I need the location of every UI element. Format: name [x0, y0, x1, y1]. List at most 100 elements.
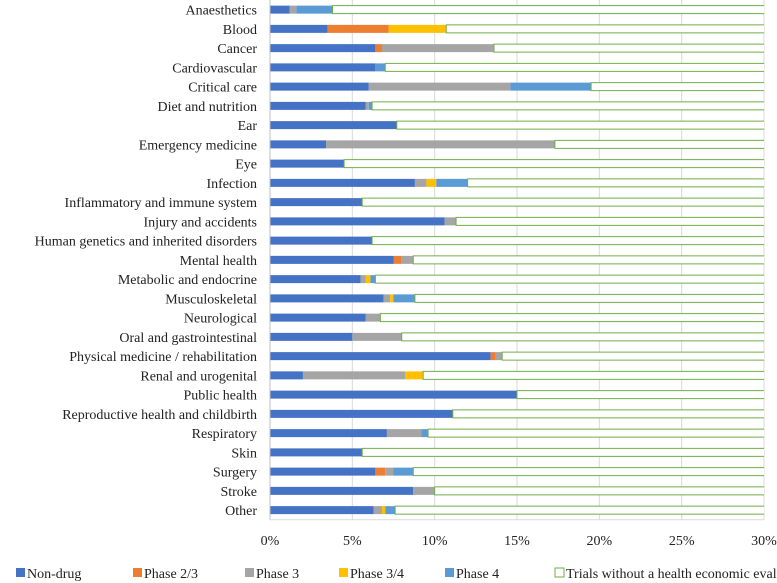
bar-anaesthetics-non-drug	[270, 5, 290, 14]
bar-infection-phase-3	[414, 178, 427, 187]
category-label-oral-and-gastrointestinal: Oral and gastrointestinal	[119, 331, 257, 346]
bar-infection-trials-without-a-health-economic-evaluation	[467, 178, 764, 188]
bar-surgery-trials-without-a-health-economic-evaluation	[412, 467, 764, 477]
category-label-stroke: Stroke	[220, 485, 257, 500]
bar-critical-care-trials-without-a-health-economic-evaluation	[590, 82, 764, 92]
bar-blood-phase-2-3	[327, 24, 389, 33]
legend-swatch-non-drug	[16, 568, 25, 577]
bar-public-health-non-drug	[270, 390, 517, 399]
bar-neurological-non-drug	[270, 313, 366, 322]
category-labels: Anaesthetics Blood Cancer Cardiovascular Cri…	[35, 4, 258, 520]
bar-reproductive-health-and-childbirth-trials-without-a-health-economic-evaluation	[452, 409, 764, 419]
bars	[270, 5, 764, 515]
bar-musculoskeletal-phase-4	[393, 294, 415, 303]
category-label-surgery: Surgery	[213, 466, 257, 481]
bar-cancer-phase-2-3	[375, 44, 382, 53]
category-label-ear: Ear	[238, 119, 258, 134]
category-label-other: Other	[225, 504, 257, 519]
bar-other-trials-without-a-health-economic-evaluation	[394, 505, 764, 515]
legend-swatch-phase-4	[445, 568, 454, 577]
bar-mental-health-non-drug	[270, 255, 394, 264]
bar-renal-and-urogenital-non-drug	[270, 371, 303, 380]
legend-label-non-drug: Non-drug	[27, 567, 81, 582]
bar-surgery-phase-4	[393, 467, 414, 476]
category-label-musculoskeletal: Musculoskeletal	[165, 292, 257, 307]
bar-renal-and-urogenital-phase-3	[302, 371, 406, 380]
bar-musculoskeletal-phase-3	[383, 294, 391, 303]
bar-respiratory-trials-without-a-health-economic-evaluation	[427, 428, 764, 438]
bar-physical-medicine-rehabilitation-phase-2-3	[490, 352, 496, 361]
category-label-mental-health: Mental health	[180, 254, 257, 269]
bar-mental-health-phase-2-3	[393, 255, 402, 264]
legend-label-phase-2-3: Phase 2/3	[144, 567, 198, 582]
legend-label-phase-4: Phase 4	[456, 567, 499, 582]
legend-label-trials-without-a-health-economic-evaluation: Trials without a health economic evaluat…	[566, 567, 777, 582]
legend-swatch-phase-3	[245, 568, 254, 577]
bar-other-phase-3	[373, 506, 382, 515]
category-label-human-genetics-and-inherited-disorders: Human genetics and inherited disorders	[35, 235, 257, 250]
bar-inflammatory-and-immune-system-non-drug	[270, 198, 363, 207]
bar-blood-trials-without-a-health-economic-evaluation	[445, 24, 764, 34]
x-tick-2: 10%	[422, 534, 448, 549]
category-label-inflammatory-and-immune-system: Inflammatory and immune system	[65, 196, 258, 211]
legend-swatch-phase-2-3	[133, 568, 142, 577]
bar-skin-trials-without-a-health-economic-evaluation	[361, 447, 764, 457]
category-label-diet-and-nutrition: Diet and nutrition	[157, 100, 257, 115]
x-tick-3: 15%	[504, 534, 530, 549]
category-label-renal-and-urogenital: Renal and urogenital	[140, 369, 257, 384]
bar-physical-medicine-rehabilitation-trials-without-a-health-economic-evaluation	[501, 351, 764, 361]
legend-swatch-phase-3-4	[339, 568, 348, 577]
category-label-critical-care: Critical care	[188, 81, 257, 96]
bar-diet-and-nutrition-phase-3	[365, 101, 369, 110]
bar-surgery-non-drug	[270, 467, 376, 476]
legend-label-phase-3: Phase 3	[256, 567, 299, 582]
bar-cancer-trials-without-a-health-economic-evaluation	[493, 43, 764, 53]
bar-public-health-trials-without-a-health-economic-evaluation	[516, 390, 764, 400]
bar-metabolic-and-endocrine-phase-3	[360, 275, 366, 284]
bar-infection-phase-3-4	[426, 178, 437, 187]
bar-oral-and-gastrointestinal-non-drug	[270, 332, 353, 341]
bar-critical-care-phase-3	[368, 82, 511, 91]
bar-other-non-drug	[270, 506, 374, 515]
bar-inflammatory-and-immune-system-trials-without-a-health-economic-evaluation	[361, 197, 764, 207]
bar-anaesthetics-trials-without-a-health-economic-evaluation	[332, 5, 764, 15]
bar-eye-non-drug	[270, 159, 345, 168]
bar-reproductive-health-and-childbirth-non-drug	[270, 409, 453, 418]
bar-injury-and-accidents-non-drug	[270, 217, 445, 226]
bar-cardiovascular-phase-4	[375, 63, 386, 72]
category-label-blood: Blood	[223, 23, 257, 38]
category-axis	[269, 0, 764, 521]
bar-mental-health-phase-3	[401, 255, 414, 264]
bar-emergency-medicine-trials-without-a-health-economic-evaluation	[554, 139, 764, 149]
category-label-public-health: Public health	[184, 389, 258, 404]
bar-stroke-phase-3	[413, 486, 435, 495]
bar-metabolic-and-endocrine-trials-without-a-health-economic-evaluation	[374, 274, 764, 284]
bar-respiratory-phase-4	[421, 429, 429, 438]
category-label-physical-medicine-rehabilitation: Physical medicine / rehabilitation	[69, 350, 257, 365]
bar-renal-and-urogenital-phase-3-4	[405, 371, 424, 380]
bar-respiratory-phase-3	[386, 429, 422, 438]
bar-infection-phase-4	[436, 178, 468, 187]
bar-diet-and-nutrition-non-drug	[270, 101, 366, 110]
category-label-injury-and-accidents: Injury and accidents	[143, 215, 257, 230]
bar-oral-and-gastrointestinal-trials-without-a-health-economic-evaluation	[401, 332, 764, 342]
bar-injury-and-accidents-phase-3	[444, 217, 457, 226]
legend: Non-drug Phase 2/3 Phase 3 Phase 3/4 Phase 4…	[16, 567, 777, 582]
bar-renal-and-urogenital-trials-without-a-health-economic-evaluation	[422, 370, 764, 380]
bar-ear-non-drug	[270, 121, 397, 130]
bar-cardiovascular-non-drug	[270, 63, 376, 72]
bar-cancer-non-drug	[270, 44, 376, 53]
bar-ear-trials-without-a-health-economic-evaluation	[396, 120, 764, 130]
bar-neurological-trials-without-a-health-economic-evaluation	[379, 313, 764, 323]
bar-stroke-trials-without-a-health-economic-evaluation	[434, 486, 764, 496]
category-label-anaesthetics: Anaesthetics	[185, 4, 257, 19]
x-tick-5: 25%	[669, 534, 695, 549]
x-tick-0: 0%	[261, 534, 280, 549]
bar-human-genetics-and-inherited-disorders-non-drug	[270, 236, 373, 245]
bar-skin-non-drug	[270, 448, 363, 457]
bar-metabolic-and-endocrine-non-drug	[270, 275, 361, 284]
bar-stroke-non-drug	[270, 486, 414, 495]
bar-respiratory-non-drug	[270, 429, 387, 438]
bar-human-genetics-and-inherited-disorders-trials-without-a-health-economic-evaluation	[371, 236, 764, 246]
